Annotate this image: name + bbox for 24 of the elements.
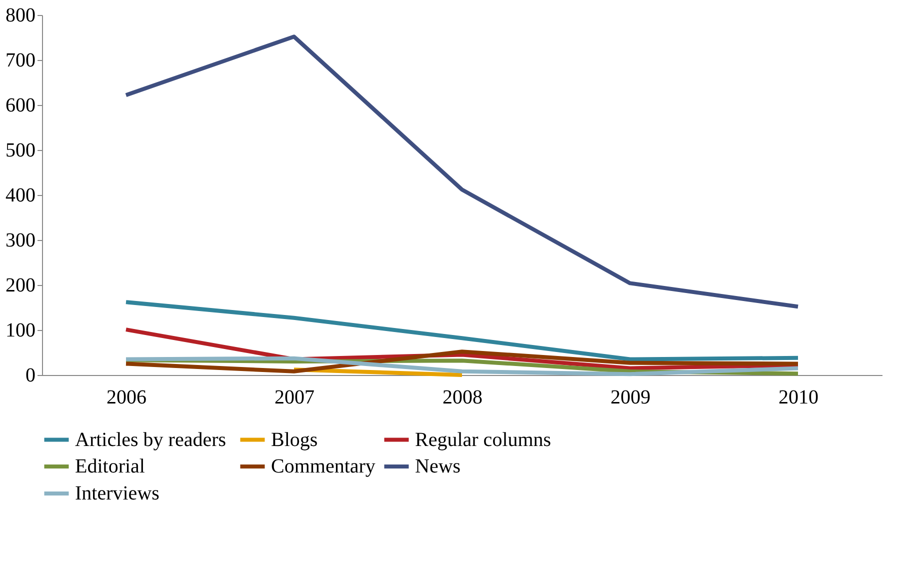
y-tick-label: 500 (6, 140, 36, 162)
y-tick-label: 100 (6, 320, 36, 342)
y-tick-label: 200 (6, 274, 36, 296)
x-tick-label: 2009 (610, 386, 650, 408)
legend-label: Blogs (271, 428, 318, 451)
y-tick-label: 800 (6, 4, 36, 26)
y-tick-label: 600 (6, 94, 36, 116)
line-series (124, 300, 800, 362)
legend-label: Articles by readers (75, 428, 226, 451)
y-tick-label: 400 (6, 184, 36, 206)
x-tick-label: 2010 (778, 386, 818, 408)
y-tick-label: 300 (6, 230, 36, 252)
legend-label: Interviews (75, 482, 160, 504)
x-tick-label: 2007 (274, 386, 314, 408)
y-tick-label: 0 (26, 364, 36, 386)
y-tick-label: 700 (6, 50, 36, 72)
legend-label: Commentary (271, 456, 376, 478)
x-tick-label: 2008 (442, 386, 482, 408)
line-series (124, 350, 800, 374)
legend-label: News (415, 456, 461, 478)
x-tick-label: 2006 (106, 386, 146, 408)
legend-label: Regular columns (415, 428, 552, 451)
line-series (124, 34, 800, 309)
legend-label: Editorial (75, 456, 146, 478)
